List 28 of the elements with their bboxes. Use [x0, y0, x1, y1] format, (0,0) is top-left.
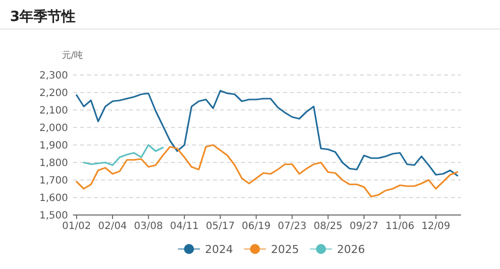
- legend-label: 2024: [205, 243, 233, 256]
- x-tick-label: 04/11: [170, 221, 199, 232]
- chart-title: 3年季节性: [10, 8, 76, 25]
- x-tick-label: 12/09: [421, 221, 450, 232]
- y-tick-label: 1,500: [39, 210, 68, 222]
- x-tick-label: 05/17: [206, 221, 235, 232]
- y-tick-label: 2,100: [39, 106, 68, 116]
- legend-label: 2025: [271, 243, 299, 256]
- line-series: [76, 144, 458, 198]
- y-tick-label: 2,200: [39, 88, 68, 99]
- line-series: [76, 90, 458, 176]
- y-tick-label: 1,800: [39, 158, 68, 169]
- x-tick-label: 11/06: [386, 221, 414, 232]
- y-tick-label: 1,700: [39, 176, 68, 186]
- y-tick-label: 2,300: [39, 70, 68, 82]
- y-tick-label: 1,600: [39, 193, 68, 204]
- line-series: [82, 144, 164, 166]
- x-tick-label: 02/04: [98, 221, 127, 232]
- x-tick-label: 07/23: [278, 221, 307, 232]
- y-tick-label: 1,900: [39, 140, 68, 152]
- x-tick-label: 08/25: [314, 221, 342, 232]
- x-tick-label: 06/19: [242, 221, 271, 232]
- x-tick-label: 09/27: [350, 221, 378, 232]
- y-axis-title: 元/吨: [62, 50, 84, 61]
- x-tick-label: 03/08: [134, 221, 163, 232]
- x-tick-label: 01/02: [62, 221, 92, 232]
- legend-label: 2026: [337, 243, 365, 256]
- y-tick-label: 2,000: [39, 123, 68, 134]
